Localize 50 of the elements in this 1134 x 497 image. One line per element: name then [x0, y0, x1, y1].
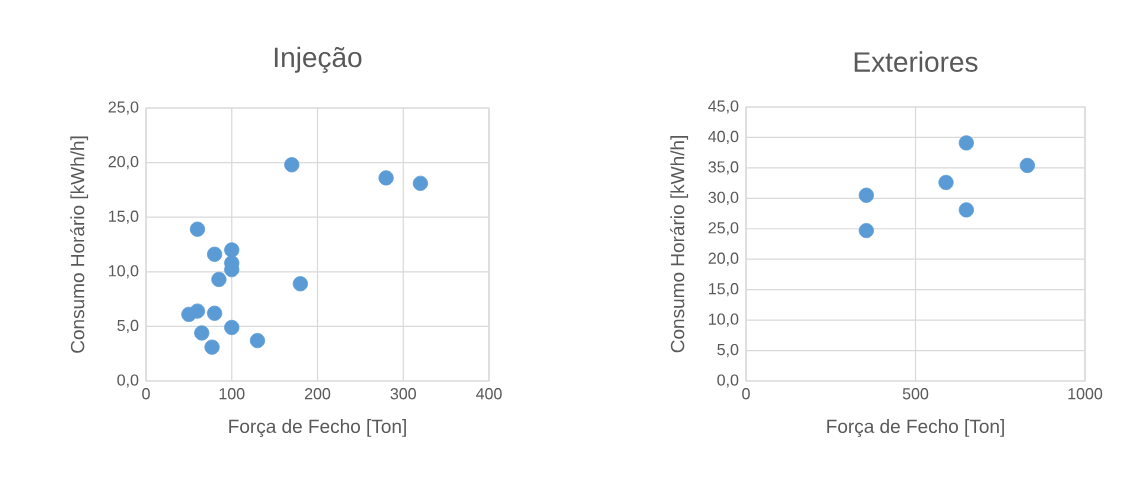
point [958, 135, 974, 151]
x-tick-label: 0 [742, 388, 750, 400]
point [224, 319, 240, 336]
x-tick-label: 300 [390, 388, 416, 400]
point [858, 187, 874, 203]
point [207, 305, 223, 321]
y-tick-label: 5,0 [717, 343, 739, 358]
point [938, 174, 954, 191]
y-tick-label: 25,0 [108, 101, 139, 115]
y-axis-title: Consumo Horário [kWh/h] [670, 136, 689, 353]
y-tick-label: 20,0 [708, 252, 739, 266]
x-tick-label: 200 [304, 388, 331, 400]
y-tick-label: 40,0 [708, 130, 739, 145]
point [292, 276, 308, 292]
y-tick-label: 10,0 [109, 265, 139, 279]
y-tick-label: 20,0 [108, 155, 139, 170]
point [958, 202, 974, 218]
point [224, 242, 240, 258]
y-tick-label: 30,0 [708, 191, 739, 205]
point [189, 303, 206, 319]
x-tick-label: 400 [476, 388, 502, 400]
y-tick-label: 35,0 [708, 161, 739, 175]
y-tick-label: 15,0 [109, 210, 139, 224]
x-tick-label: 100 [219, 388, 245, 400]
chart-title: Exteriores [854, 51, 978, 72]
point [194, 325, 210, 341]
x-tick-label: 1000 [1068, 388, 1103, 400]
point [204, 339, 220, 355]
point [207, 246, 223, 262]
y-tick-label: 5,0 [117, 319, 139, 333]
point [412, 175, 428, 191]
x-axis-title: Força de Fecho [Ton] [229, 419, 406, 437]
x-tick-label: 0 [142, 388, 150, 400]
y-axis-title: Consumo Horário [kWh/h] [70, 136, 89, 353]
y-tick-label: 15,0 [709, 283, 739, 297]
y-tick-label: 45,0 [708, 100, 739, 114]
y-tick-label: 25,0 [708, 222, 739, 236]
point [211, 271, 227, 288]
x-tick-label: 500 [902, 388, 929, 400]
point [1019, 157, 1035, 174]
point [249, 332, 266, 349]
point [858, 222, 874, 239]
y-tick-label: 0,0 [117, 374, 139, 388]
point [378, 170, 394, 186]
point [189, 221, 206, 237]
x-axis-title: Força de Fecho [Ton] [827, 419, 1004, 437]
y-tick-label: 10,0 [709, 313, 739, 327]
point [284, 157, 300, 173]
y-tick-label: 0,0 [717, 374, 739, 388]
chart-title: Injeção [274, 46, 362, 73]
